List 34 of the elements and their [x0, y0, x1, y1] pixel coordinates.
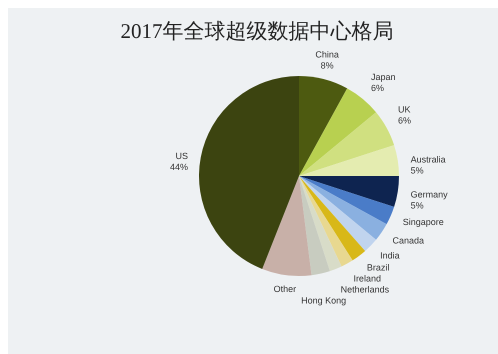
- slice-label: Australia: [410, 154, 446, 164]
- slice-label: Hong Kong: [301, 295, 346, 306]
- slice-label: UK: [398, 104, 411, 115]
- data-label: 5%: [410, 200, 424, 211]
- pie-slice: [199, 76, 299, 269]
- pie-slice: [299, 76, 348, 176]
- slice-label: Ireland: [353, 273, 381, 284]
- slice-label: Other: [274, 284, 296, 294]
- slice-label: Japan: [371, 72, 396, 82]
- slice-label: Canada: [392, 236, 424, 246]
- pie-slice: [262, 176, 312, 276]
- data-label: 44%: [170, 162, 188, 172]
- pie-slice: [299, 145, 399, 176]
- slice-label: Brazil: [366, 262, 390, 272]
- data-label: 8%: [320, 60, 334, 71]
- pie-slice: [299, 112, 394, 176]
- slice-label: China: [315, 50, 339, 60]
- pie-slice: [299, 176, 394, 224]
- pie-slice: [299, 176, 376, 252]
- data-label: 6%: [398, 116, 412, 126]
- pie-slice: [299, 176, 366, 260]
- pie-slice: [299, 176, 387, 240]
- chart-title: 2017年全球超级数据中心格局: [120, 19, 394, 43]
- data-label: 6%: [371, 82, 384, 93]
- data-label: 5%: [410, 165, 424, 176]
- slice-label: India: [380, 250, 400, 261]
- pie-slice: [299, 176, 399, 207]
- slice-label: Singapore: [402, 216, 444, 227]
- slice-label: Netherlands: [340, 284, 390, 294]
- pie-slice: [299, 176, 330, 276]
- slice-label: US: [175, 150, 188, 161]
- pie-slice: [299, 176, 353, 266]
- pie-slice: [299, 176, 342, 272]
- slice-label: Germany: [410, 190, 448, 200]
